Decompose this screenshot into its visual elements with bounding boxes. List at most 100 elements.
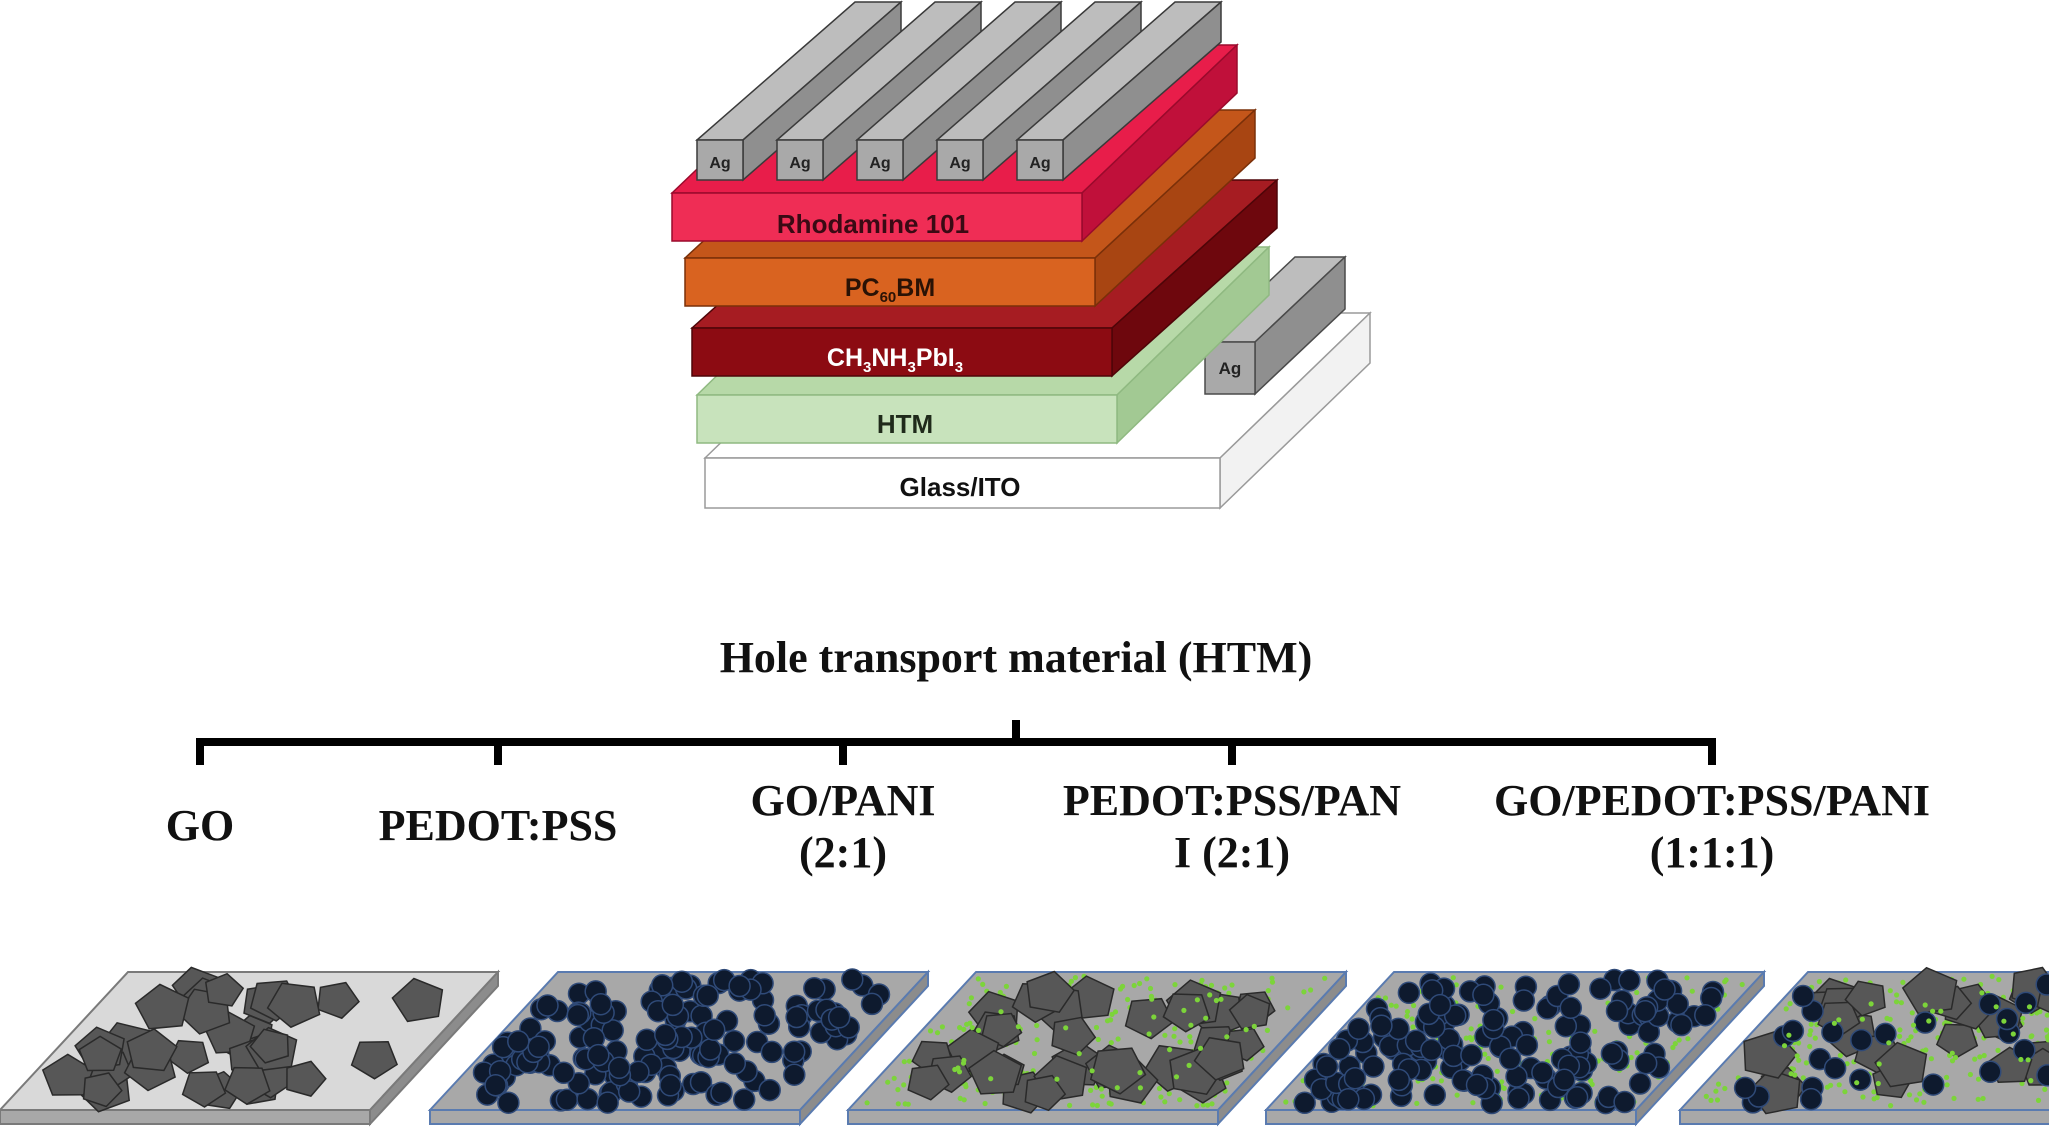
- pani-particle: [961, 1026, 967, 1032]
- pani-particle: [1108, 1040, 1114, 1046]
- pani-particle: [1137, 980, 1143, 987]
- pedot-particle: [1694, 1003, 1717, 1027]
- pani-particle: [927, 1028, 934, 1034]
- pani-particle: [1072, 975, 1078, 981]
- pedot-particle: [1633, 999, 1657, 1023]
- pedot-particle: [753, 1004, 776, 1027]
- pani-particle: [2045, 1037, 2049, 1043]
- pani-particle: [1676, 1037, 1682, 1043]
- go-flake: [1844, 980, 1886, 1017]
- pedot-particle: [782, 1040, 806, 1063]
- pani-particle: [2019, 1080, 2025, 1087]
- go-flake: [967, 1049, 1023, 1095]
- pani-particle: [1995, 1047, 2001, 1053]
- pani-particle: [1222, 985, 1228, 991]
- go-flake: [41, 1053, 94, 1096]
- pani-particle: [1975, 1096, 1981, 1102]
- pani-particle: [1409, 1016, 1415, 1022]
- pani-particle: [1910, 1022, 1917, 1028]
- pedot-particle: [710, 1081, 733, 1104]
- go-flake: [1024, 1074, 1067, 1112]
- branch-label-line2: I (2:1): [1174, 828, 1290, 877]
- go-flake: [1874, 1041, 1928, 1088]
- pani-particle: [1003, 983, 1010, 990]
- pedot-particle: [728, 974, 751, 998]
- pani-particle: [1269, 979, 1276, 985]
- pani-particle: [1224, 1080, 1230, 1086]
- pani-particle: [1708, 1097, 1714, 1103]
- pani-particle: [1800, 1075, 1806, 1081]
- pani-particle: [1949, 1050, 1955, 1056]
- pani-particle: [1828, 1082, 1834, 1088]
- pani-particle: [1188, 1022, 1194, 1028]
- pani-particle: [1808, 1028, 1814, 1034]
- pani-particle: [1807, 1032, 1813, 1038]
- pani-particle: [1114, 1085, 1120, 1091]
- pani-particle: [1888, 1103, 1894, 1109]
- pani-particle: [939, 1024, 946, 1030]
- pedot-particle: [723, 1052, 747, 1075]
- pedot-particle: [1557, 973, 1581, 996]
- pani-particle: [1876, 1061, 1882, 1067]
- pani-particle: [1450, 975, 1456, 981]
- pani-particle: [1468, 1026, 1474, 1032]
- pani-particle: [1177, 1097, 1183, 1103]
- pani-particle: [1224, 1034, 1230, 1040]
- pedot-particle: [1472, 983, 1495, 1007]
- pani-particle: [901, 1059, 907, 1065]
- pedot-particle: [566, 1003, 590, 1027]
- pani-particle: [2001, 1018, 2007, 1024]
- go-flake: [181, 1071, 227, 1108]
- pani-particle: [1034, 1022, 1040, 1029]
- ag-contact-label: Ag: [949, 155, 970, 172]
- pani-particle: [1243, 1027, 1249, 1033]
- pani-particle: [1944, 1074, 1950, 1080]
- pani-particle: [1546, 1039, 1552, 1045]
- pedot-particle: [841, 968, 864, 991]
- pani-particle: [1807, 1043, 1813, 1050]
- pani-particle: [895, 1101, 901, 1107]
- pani-particle: [1803, 1060, 1809, 1066]
- pani-particle: [1156, 1085, 1163, 1092]
- pedot-particle: [760, 1040, 784, 1064]
- pani-particle: [891, 1075, 897, 1081]
- pani-particle: [1836, 1017, 1842, 1023]
- pedot-particle: [699, 1038, 722, 1061]
- go-flake: [286, 1060, 327, 1097]
- pani-particle: [1063, 1025, 1069, 1031]
- pedot-particle: [1849, 1068, 1872, 1091]
- pedot-particle: [1799, 1087, 1823, 1111]
- pedot-particle: [1387, 1068, 1411, 1092]
- go-flake: [168, 1039, 210, 1075]
- pani-particle: [1147, 985, 1154, 992]
- pani-particle: [1031, 1050, 1038, 1057]
- pani-particle: [955, 1065, 961, 1071]
- pedot-particle: [601, 1019, 624, 1042]
- go-flake: [391, 977, 444, 1023]
- layer-rhodamine-label: Rhodamine 101: [777, 209, 969, 239]
- pani-particle: [1788, 1071, 1794, 1077]
- pani-particle: [1209, 1101, 1215, 1107]
- pani-particle: [906, 1058, 913, 1064]
- pani-particle: [1722, 1085, 1728, 1092]
- pani-particle: [1149, 996, 1155, 1002]
- branch-label-line2: (2:1): [799, 828, 887, 877]
- pani-particle: [1781, 1043, 1788, 1049]
- pani-particle: [1672, 1041, 1678, 1047]
- go-flake: [1124, 997, 1175, 1040]
- pani-particle: [1194, 997, 1200, 1003]
- pani-particle: [1796, 1040, 1802, 1046]
- pani-particle: [1952, 1054, 1959, 1061]
- pedot-particle: [1913, 1011, 1937, 1034]
- pani-particle: [1739, 981, 1745, 988]
- pani-particle: [1842, 1089, 1848, 1095]
- pani-particle: [1229, 982, 1235, 988]
- pani-particle: [2029, 1033, 2035, 1039]
- pani-particle: [1015, 1024, 1022, 1030]
- pani-particle: [1414, 1100, 1420, 1106]
- pedot-particle: [1428, 993, 1452, 1017]
- pani-particle: [1589, 1081, 1595, 1087]
- pani-particle: [1996, 977, 2002, 983]
- pani-particle: [968, 995, 975, 1001]
- pani-particle: [1098, 1086, 1104, 1092]
